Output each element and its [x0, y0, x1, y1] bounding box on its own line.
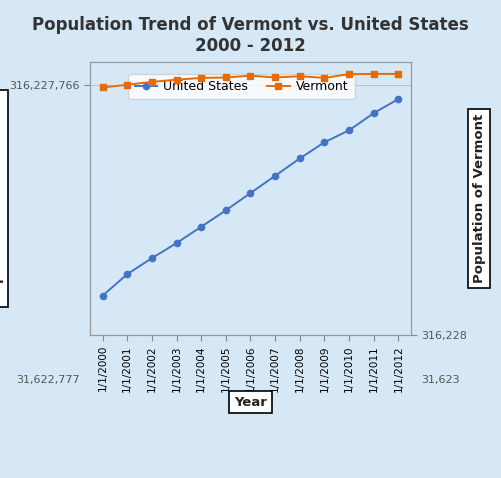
Vermont — [346, 71, 352, 77]
Vermont — [322, 75, 328, 81]
Vermont — [198, 75, 204, 81]
United States — [395, 96, 401, 102]
United States — [346, 128, 352, 133]
Vermont — [173, 77, 179, 83]
Line: Vermont: Vermont — [99, 71, 402, 91]
Title: Population Trend of Vermont vs. United States
2000 - 2012: Population Trend of Vermont vs. United S… — [32, 16, 469, 55]
United States — [100, 293, 106, 299]
Vermont — [223, 75, 229, 80]
Text: 31,622,777: 31,622,777 — [17, 375, 80, 385]
Text: 31,623: 31,623 — [421, 375, 459, 385]
United States — [322, 140, 328, 145]
United States — [371, 110, 377, 116]
Y-axis label: Population of Vermont: Population of Vermont — [472, 114, 485, 283]
Vermont — [124, 82, 130, 87]
United States — [149, 255, 155, 261]
United States — [198, 224, 204, 229]
Line: United States: United States — [99, 96, 402, 299]
United States — [124, 272, 130, 277]
United States — [297, 155, 303, 161]
Y-axis label: Population of United States: Population of United States — [0, 95, 4, 302]
United States — [173, 240, 179, 246]
Legend: United States, Vermont: United States, Vermont — [128, 74, 355, 99]
Vermont — [272, 75, 278, 80]
Vermont — [297, 73, 303, 79]
Vermont — [371, 71, 377, 77]
United States — [247, 190, 254, 196]
United States — [223, 207, 229, 213]
United States — [272, 173, 278, 179]
Vermont — [247, 73, 254, 78]
Vermont — [395, 71, 401, 77]
X-axis label: Year: Year — [234, 396, 267, 409]
Vermont — [149, 79, 155, 85]
Vermont — [100, 85, 106, 90]
